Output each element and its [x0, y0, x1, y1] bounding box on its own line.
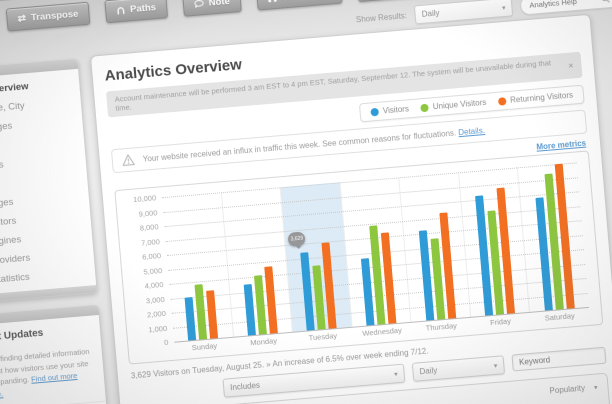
chevron-down-icon: ▾: [501, 4, 506, 12]
search-icon: [601, 0, 611, 4]
note-button[interactable]: Note: [181, 0, 242, 17]
all-results-button[interactable]: All Results: [255, 0, 343, 11]
traffic-warning: Your website received an influx in traff…: [110, 109, 588, 174]
account-update-link[interactable]: Find out more here.: [0, 371, 78, 400]
popularity-label: Popularity: [549, 383, 586, 396]
warning-details-link[interactable]: Details.: [457, 125, 486, 137]
note-icon: [193, 0, 204, 9]
chart-bar[interactable]: [206, 290, 219, 339]
y-tick-label: 1,000: [147, 323, 168, 334]
warning-icon: [121, 153, 135, 167]
legend-label: Visitors: [382, 104, 410, 116]
help-search: [519, 0, 612, 16]
transpose-button[interactable]: ⇄ Transpose: [5, 1, 91, 32]
y-tick-label: 7,000: [140, 236, 161, 248]
y-tick-label: 3,000: [145, 294, 165, 305]
period-select[interactable]: Daily ▾: [411, 355, 506, 382]
y-tick-label: 5,000: [143, 265, 163, 277]
show-results-value: Daily: [421, 8, 440, 19]
legend-dot-icon: [497, 96, 507, 106]
show-results-label: Show Results:: [355, 11, 408, 25]
export-button[interactable]: Export: [356, 0, 425, 3]
more-metrics-link[interactable]: More metrics: [536, 138, 587, 152]
keyword-input[interactable]: [511, 346, 607, 372]
main-content: Analytics Overview Account maintenance w…: [89, 13, 612, 404]
y-tick-label: 10,000: [132, 193, 157, 205]
paths-icon: [116, 6, 126, 16]
results-row: Show Results: Daily ▾: [355, 0, 612, 29]
toolbar: e ⇄ Transpose Paths Note: [0, 0, 476, 36]
help-search-input[interactable]: [526, 0, 602, 11]
chart-bar[interactable]: [264, 266, 278, 334]
note-label: Note: [208, 0, 231, 9]
chart-bar[interactable]: [243, 284, 256, 336]
legend-label: Returning Visitors: [509, 90, 574, 105]
account-updates-card: Account Updates Now finding detailed inf…: [0, 304, 119, 404]
paths-label: Paths: [129, 2, 157, 16]
legend-label: Unique Visitors: [432, 97, 487, 112]
sidebar-nav-card: Analytics OverviewCountry, State, CityEn…: [0, 58, 98, 306]
legend-dot-icon: [370, 107, 380, 116]
y-tick-label: 8,000: [139, 222, 159, 233]
chart-bar[interactable]: [184, 296, 197, 341]
transpose-icon: ⇄: [17, 12, 27, 25]
legend-item[interactable]: Visitors: [370, 104, 410, 116]
legend-dot-icon: [420, 103, 430, 112]
y-tick-label: 6,000: [141, 251, 162, 262]
account-updates-list: Now finding detailed information about h…: [0, 338, 117, 404]
chevron-down-icon: ▾: [493, 362, 498, 370]
y-tick-label: 0: [163, 337, 169, 348]
popularity-column-header[interactable]: Popularity ▾: [549, 382, 598, 396]
all-results-label: All Results: [281, 0, 331, 3]
legend-item[interactable]: Returning Visitors: [497, 90, 574, 106]
sort-caret-icon: ▾: [593, 383, 598, 392]
account-update-text: Now finding detailed information about h…: [0, 346, 95, 401]
sidebar-nav: Analytics OverviewCountry, State, CityEn…: [0, 69, 96, 298]
chart-panel: 10,000 9,000 8,000 7,000 6,000 5,000 4,000 3,00…: [114, 150, 604, 365]
period-value: Daily: [419, 365, 438, 377]
legend-item[interactable]: Unique Visitors: [420, 97, 487, 112]
paths-button[interactable]: Paths: [104, 0, 168, 24]
close-icon[interactable]: ×: [567, 60, 574, 71]
chart-day-column: [517, 162, 589, 312]
y-tick-label: 9,000: [138, 207, 158, 219]
all-results-icon: [267, 0, 277, 3]
tooltip-bubble: 3,629: [287, 231, 307, 247]
account-update-item: Now finding detailed information about h…: [0, 338, 106, 404]
transpose-label: Transpose: [30, 8, 79, 24]
includes-value: Includes: [229, 380, 261, 393]
y-tick-label: 2,000: [146, 308, 167, 320]
chart-bar[interactable]: [300, 251, 316, 331]
y-tick-label: 4,000: [144, 279, 164, 291]
chevron-down-icon: ▾: [393, 370, 398, 378]
